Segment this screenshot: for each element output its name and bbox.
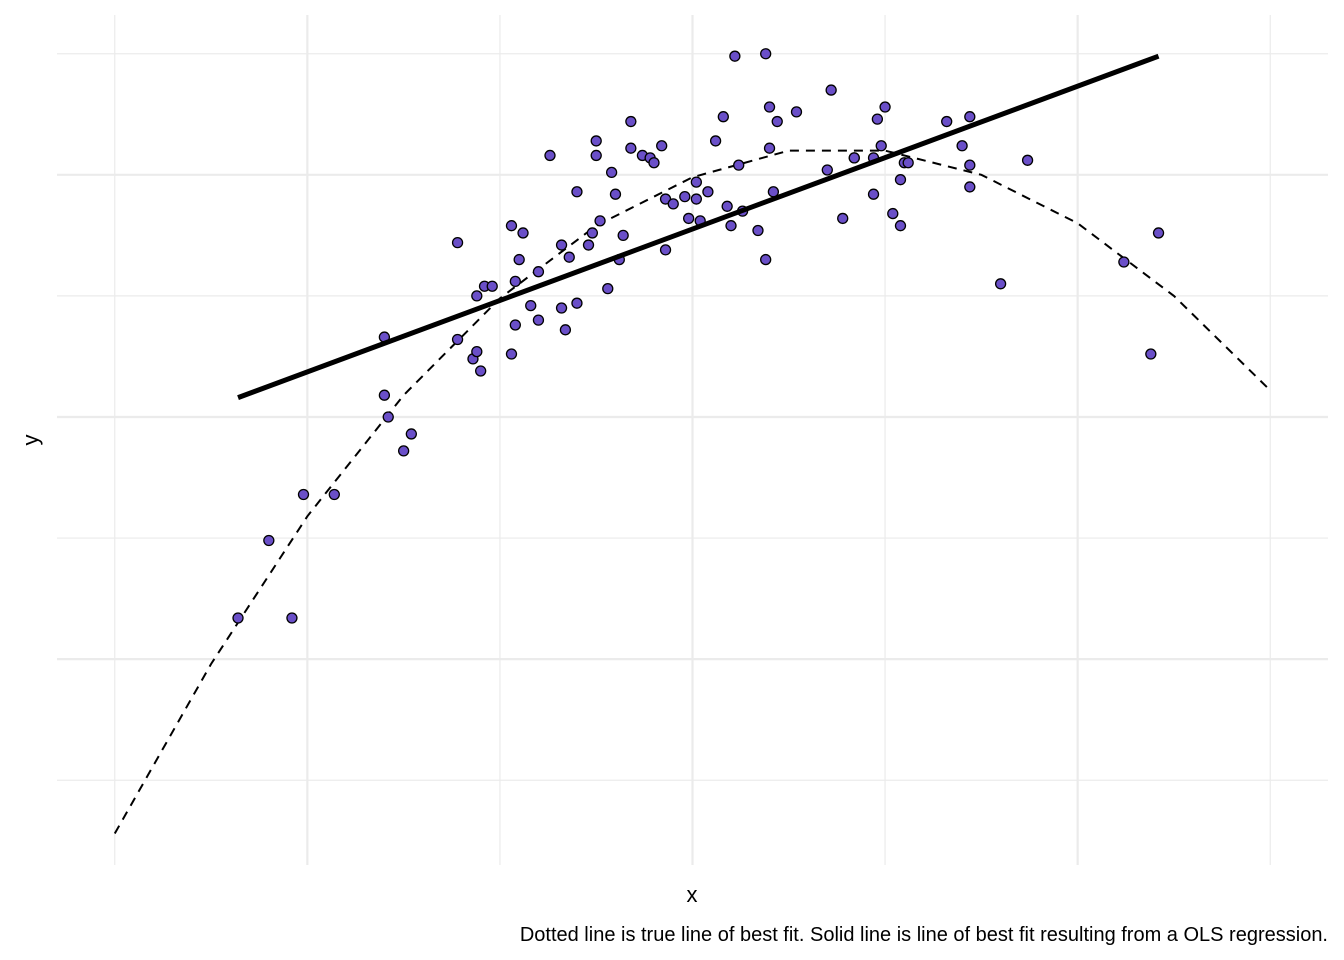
data-point xyxy=(571,186,583,198)
data-point xyxy=(509,319,521,331)
data-point xyxy=(451,236,464,249)
data-point xyxy=(532,314,545,326)
data-point xyxy=(378,389,391,401)
data-point xyxy=(563,251,575,263)
data-point xyxy=(729,50,741,62)
data-point xyxy=(486,280,498,292)
data-point xyxy=(232,612,244,624)
data-point xyxy=(1145,348,1157,360)
data-point xyxy=(328,488,340,501)
data-point xyxy=(679,190,691,203)
data-point xyxy=(964,159,976,171)
data-point xyxy=(760,253,772,266)
data-point xyxy=(752,224,764,237)
data-point xyxy=(286,612,298,624)
data-point xyxy=(879,101,891,113)
data-point xyxy=(475,365,487,377)
data-point xyxy=(594,215,606,227)
data-point xyxy=(887,207,899,220)
data-point xyxy=(994,278,1007,290)
data-point xyxy=(964,181,976,193)
data-point xyxy=(763,142,776,154)
data-point xyxy=(682,212,695,225)
data-point xyxy=(875,140,887,152)
y-axis-label: y xyxy=(18,435,43,446)
caption: Dotted line is true line of best fit. So… xyxy=(520,924,1328,946)
data-point xyxy=(941,115,953,128)
data-point xyxy=(690,193,703,205)
data-point xyxy=(263,534,275,547)
data-point xyxy=(821,164,833,176)
data-point xyxy=(825,84,837,96)
data-point xyxy=(1118,256,1130,268)
data-point xyxy=(602,282,614,295)
true-fit-curve xyxy=(113,149,1271,835)
data-point xyxy=(667,198,679,210)
data-point xyxy=(1152,227,1165,239)
data-point xyxy=(733,159,745,171)
data-point xyxy=(771,115,783,128)
data-point xyxy=(725,220,737,232)
data-point xyxy=(586,227,599,239)
data-point xyxy=(544,149,556,162)
data-point xyxy=(451,333,464,346)
data-point xyxy=(709,135,722,147)
data-point xyxy=(517,227,529,239)
x-axis-label: x xyxy=(687,882,698,907)
data-point xyxy=(956,140,968,152)
data-point xyxy=(617,229,629,242)
data-point xyxy=(702,186,714,198)
data-point xyxy=(656,140,668,152)
data-point xyxy=(894,220,907,232)
data-point xyxy=(902,157,914,169)
data-point xyxy=(559,324,572,336)
data-point xyxy=(525,299,537,312)
data-point xyxy=(397,445,410,457)
data-point xyxy=(894,174,907,186)
data-point xyxy=(405,428,417,440)
data-point xyxy=(1021,154,1034,166)
data-point xyxy=(505,348,518,360)
data-point xyxy=(555,302,568,314)
data-point xyxy=(659,244,672,256)
ols-fit-line xyxy=(237,53,1160,400)
data-point xyxy=(837,212,849,225)
data-point xyxy=(555,239,568,251)
data-point xyxy=(760,48,772,60)
data-point xyxy=(790,106,803,118)
data-point xyxy=(382,411,394,423)
data-point xyxy=(505,220,518,232)
data-point xyxy=(513,253,525,266)
data-point xyxy=(590,135,602,147)
data-point xyxy=(625,142,637,154)
data-point xyxy=(609,188,622,200)
data-point xyxy=(721,200,733,212)
data-point xyxy=(509,275,521,288)
data-point xyxy=(605,166,618,179)
data-point xyxy=(964,111,976,123)
data-point xyxy=(763,101,776,113)
data-point xyxy=(582,239,595,251)
data-point xyxy=(297,488,310,501)
data-point xyxy=(532,266,545,278)
data-point xyxy=(690,176,703,188)
data-point xyxy=(571,297,583,309)
data-point xyxy=(867,188,880,200)
data-point xyxy=(871,113,884,125)
data-point xyxy=(590,149,602,162)
data-point xyxy=(625,115,637,128)
data-point xyxy=(471,290,483,302)
data-point xyxy=(471,345,483,358)
data-point xyxy=(717,111,729,123)
data-point xyxy=(848,152,860,164)
data-point xyxy=(648,157,660,169)
